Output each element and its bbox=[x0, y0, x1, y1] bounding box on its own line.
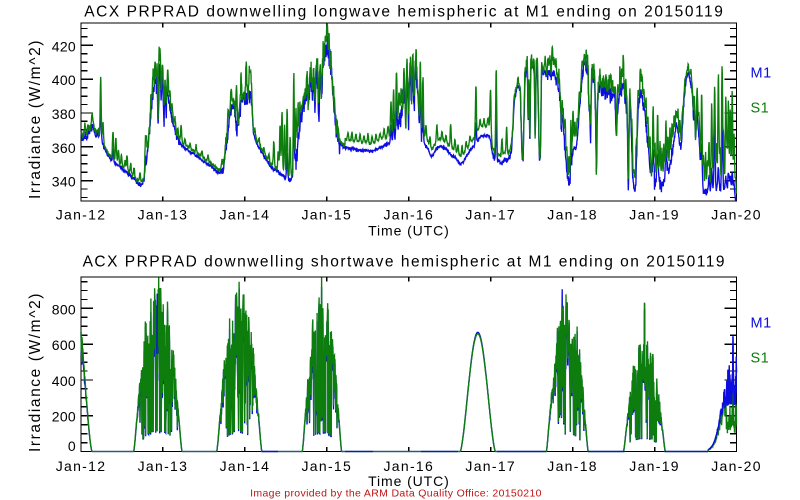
svg-text:Jan-12: Jan-12 bbox=[56, 458, 107, 474]
svg-text:400: 400 bbox=[52, 373, 76, 389]
svg-text:ACX PRPRAD downwelling longwav: ACX PRPRAD downwelling longwave hemisphe… bbox=[84, 4, 724, 21]
svg-text:420: 420 bbox=[52, 38, 76, 54]
svg-text:Jan-19: Jan-19 bbox=[629, 207, 680, 223]
svg-text:Jan-12: Jan-12 bbox=[56, 207, 107, 223]
svg-text:S1: S1 bbox=[751, 351, 770, 367]
svg-text:Jan-13: Jan-13 bbox=[138, 458, 189, 474]
svg-text:Irradiance (W/m^2): Irradiance (W/m^2) bbox=[27, 292, 44, 452]
svg-text:ACX PRPRAD downwelling shortwa: ACX PRPRAD downwelling shortwave hemisph… bbox=[83, 254, 726, 271]
svg-text:Jan-14: Jan-14 bbox=[220, 458, 271, 474]
svg-text:Jan-18: Jan-18 bbox=[547, 207, 598, 223]
svg-text:Jan-14: Jan-14 bbox=[220, 207, 271, 223]
svg-text:Jan-15: Jan-15 bbox=[301, 207, 352, 223]
svg-text:Jan-17: Jan-17 bbox=[465, 207, 516, 223]
svg-text:M1: M1 bbox=[751, 316, 772, 332]
svg-text:600: 600 bbox=[52, 337, 76, 353]
svg-text:M1: M1 bbox=[751, 66, 772, 82]
svg-text:Jan-20: Jan-20 bbox=[711, 458, 762, 474]
svg-text:Jan-18: Jan-18 bbox=[547, 458, 598, 474]
svg-text:Jan-17: Jan-17 bbox=[465, 458, 516, 474]
svg-text:Jan-16: Jan-16 bbox=[383, 458, 434, 474]
svg-text:340: 340 bbox=[52, 174, 76, 190]
svg-text:200: 200 bbox=[52, 409, 76, 425]
svg-text:380: 380 bbox=[52, 106, 76, 122]
svg-text:0: 0 bbox=[68, 438, 76, 454]
svg-text:Time (UTC): Time (UTC) bbox=[368, 473, 450, 489]
svg-text:Time (UTC): Time (UTC) bbox=[368, 222, 450, 238]
svg-text:S1: S1 bbox=[751, 101, 770, 117]
svg-text:800: 800 bbox=[52, 301, 76, 317]
svg-text:Jan-19: Jan-19 bbox=[629, 458, 680, 474]
svg-text:400: 400 bbox=[52, 72, 76, 88]
svg-text:360: 360 bbox=[52, 140, 76, 156]
svg-text:Jan-20: Jan-20 bbox=[711, 207, 762, 223]
svg-text:Jan-16: Jan-16 bbox=[383, 207, 434, 223]
svg-text:Image provided by the ARM Data: Image provided by the ARM Data Quality O… bbox=[250, 487, 542, 499]
svg-text:Irradiance (W/m^2): Irradiance (W/m^2) bbox=[27, 39, 44, 199]
svg-text:Jan-15: Jan-15 bbox=[301, 458, 352, 474]
svg-text:Jan-13: Jan-13 bbox=[138, 207, 189, 223]
